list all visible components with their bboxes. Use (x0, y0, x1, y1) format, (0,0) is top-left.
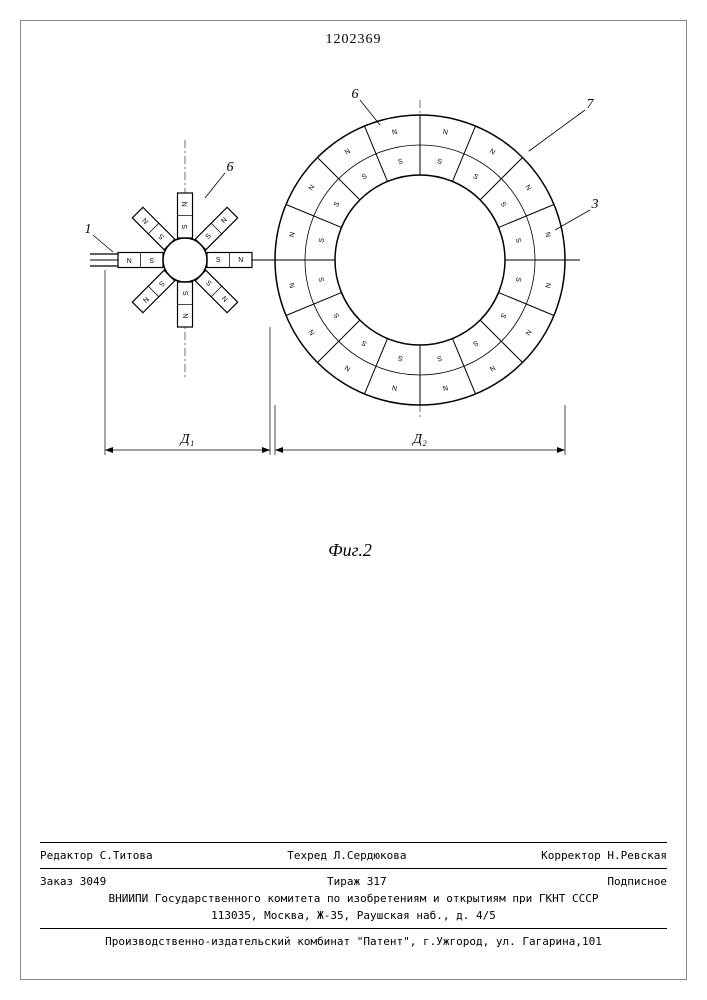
svg-text:N: N (392, 383, 398, 391)
svg-text:N: N (344, 363, 352, 372)
svg-text:N: N (127, 256, 132, 263)
svg-text:S: S (436, 158, 442, 166)
figure: S N S N S N S N S N S N S N S N 1 6 S N S N S N S N S N S N S N S N S N S N S N… (60, 80, 640, 500)
svg-text:3: 3 (591, 197, 599, 212)
svg-text:N: N (442, 129, 448, 137)
svg-text:S: S (360, 338, 368, 347)
svg-text:S: S (514, 238, 522, 244)
svg-text:6: 6 (227, 160, 234, 175)
svg-text:S: S (436, 354, 442, 362)
svg-text:S: S (471, 173, 479, 182)
tech: Техред Л.Сердюкова (287, 849, 406, 862)
svg-text:Д₂: Д₂ (411, 432, 427, 447)
svg-text:N: N (289, 232, 297, 238)
svg-text:N: N (238, 257, 243, 264)
svg-text:S: S (333, 311, 342, 319)
svg-text:S: S (182, 224, 189, 229)
figure-caption: Фиг.2 (60, 540, 640, 561)
svg-text:N: N (182, 202, 189, 207)
svg-text:S: S (499, 201, 508, 209)
svg-text:6: 6 (352, 87, 359, 102)
svg-text:S: S (318, 237, 326, 243)
addr1: 113035, Москва, Ж-35, Раушская наб., д. … (40, 907, 667, 924)
svg-text:N: N (181, 313, 188, 318)
svg-text:S: S (216, 257, 221, 264)
svg-text:N: N (488, 363, 496, 372)
figure-svg: S N S N S N S N S N S N S N S N 1 6 S N S N S N S N S N S N S N S N S N S N S N… (60, 80, 640, 500)
svg-text:N: N (523, 184, 532, 192)
document-number: 1202369 (0, 32, 707, 48)
svg-text:1: 1 (85, 222, 92, 237)
svg-text:S: S (398, 158, 404, 166)
footer-order: Заказ 3049 Тираж 317 Подписное (40, 873, 667, 890)
order: Заказ 3049 (40, 875, 106, 888)
svg-text:S: S (514, 276, 522, 282)
svg-text:N: N (308, 184, 317, 192)
svg-text:N: N (523, 328, 532, 336)
tirage: Тираж 317 (327, 875, 387, 888)
svg-text:N: N (308, 328, 317, 336)
corrector: Корректор Н.Ревская (541, 849, 667, 862)
svg-text:N: N (392, 129, 398, 137)
svg-text:S: S (149, 256, 154, 263)
svg-text:S: S (333, 200, 342, 208)
svg-text:N: N (543, 232, 551, 238)
svg-text:S: S (361, 173, 369, 182)
svg-text:N: N (543, 282, 551, 288)
footer: Редактор С.Титова Техред Л.Сердюкова Кор… (40, 838, 667, 950)
svg-text:S: S (181, 291, 188, 296)
page: 1202369 S N S N S N S N S N S N S N S N 1 6 S N S N S N S N S N S N S N… (0, 0, 707, 1000)
org2: Производственно-издательский комбинат "П… (40, 933, 667, 950)
svg-text:N: N (344, 148, 352, 157)
editor: Редактор С.Титова (40, 849, 153, 862)
footer-credits: Редактор С.Титова Техред Л.Сердюкова Кор… (40, 847, 667, 864)
svg-text:N: N (488, 148, 496, 157)
svg-text:7: 7 (587, 97, 595, 112)
signed: Подписное (607, 875, 667, 888)
svg-text:Д₁: Д₁ (179, 432, 195, 447)
org1: ВНИИПИ Государственного комитета по изоб… (40, 890, 667, 907)
svg-text:N: N (442, 383, 448, 391)
svg-text:S: S (498, 311, 507, 319)
svg-text:N: N (289, 282, 297, 288)
svg-text:S: S (471, 339, 479, 348)
svg-text:S: S (318, 276, 326, 282)
svg-text:S: S (397, 354, 403, 362)
